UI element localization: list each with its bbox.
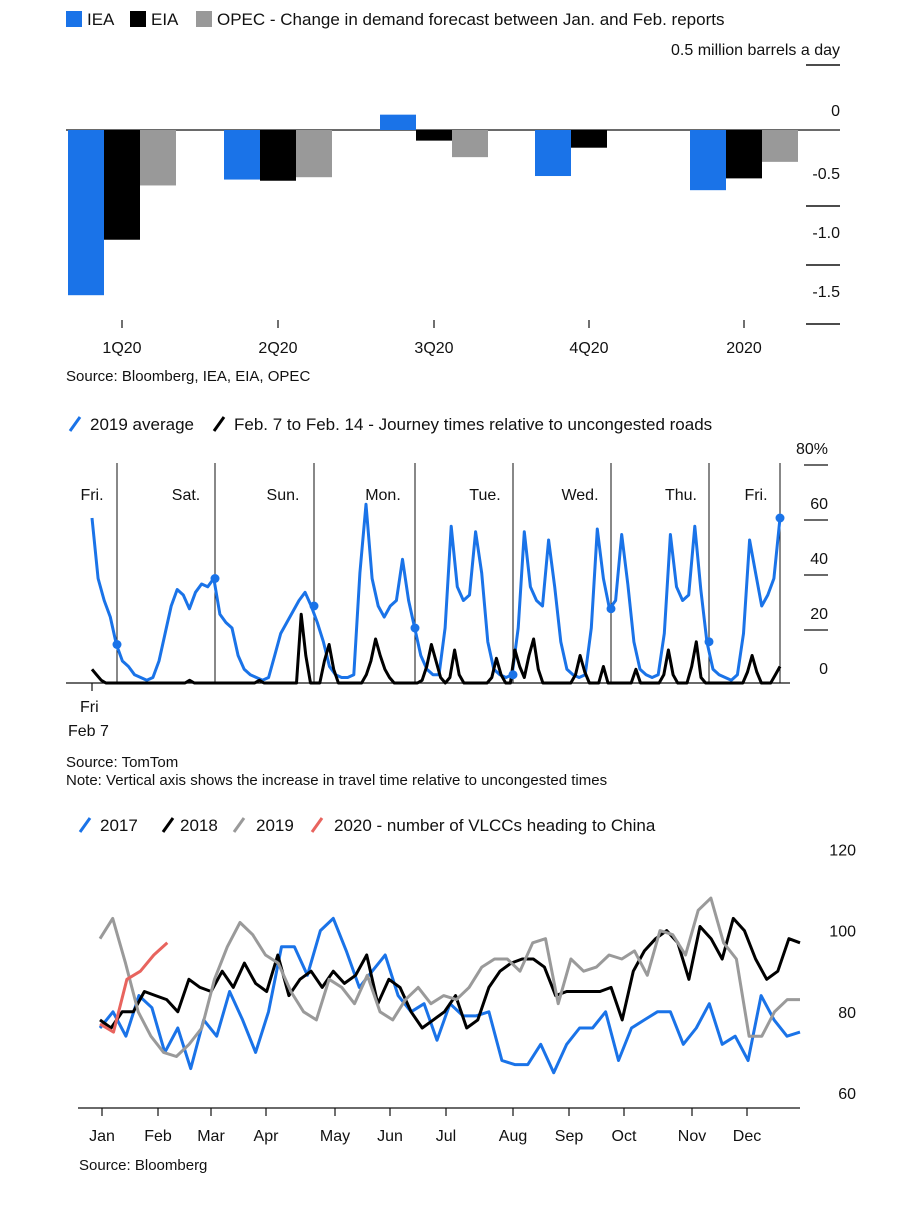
- chart2-note: Note: Vertical axis shows the increase i…: [66, 772, 607, 789]
- bar-opec-2020: [762, 130, 798, 162]
- chart2-day-marker: [508, 670, 518, 680]
- chart2: 2019 average Feb. 7 to Feb. 14 - Journey…: [66, 415, 828, 789]
- legend-2019avg-mark: [68, 416, 82, 432]
- legend-2019-mark: [232, 817, 246, 833]
- chart3-xtick-label: Dec: [733, 1128, 761, 1145]
- chart1-xtick-label: 4Q20: [569, 340, 608, 357]
- bar-eia-3q20: [416, 130, 452, 141]
- legend-2020-label: 2020 - number of VLCCs heading to China: [334, 816, 656, 835]
- legend-2017-label: 2017: [100, 816, 138, 835]
- chart3-series-2019: [98, 896, 800, 1058]
- chart2-day-label: Fri.: [80, 487, 103, 504]
- chart2-day-label: Sun.: [267, 487, 300, 504]
- legend-iea-swatch: [66, 11, 82, 27]
- chart2-day-marker: [410, 623, 420, 633]
- chart2-day-marker: [112, 640, 122, 649]
- chart1-ytick-label: -0.5: [812, 166, 840, 183]
- chart3-ytick-label: 100: [829, 924, 856, 941]
- bar-opec-1q20: [140, 130, 176, 186]
- legend-feb-mark: [212, 416, 226, 432]
- chart2-xlabel-line2: Feb 7: [68, 723, 109, 740]
- chart1-unit-label: 0.5 million barrels a day: [671, 42, 840, 59]
- chart3-xtick-label: Aug: [499, 1128, 527, 1145]
- bar-opec-3q20: [452, 130, 488, 158]
- chart3-series-2020: [99, 941, 169, 1034]
- chart3-series-2017: [98, 916, 801, 1075]
- bar-eia-2q20: [260, 130, 296, 181]
- chart1-source: Source: Bloomberg, IEA, EIA, OPEC: [66, 368, 310, 385]
- legend-2019-label: 2019: [256, 816, 294, 835]
- chart2-day-label: Wed.: [561, 487, 598, 504]
- legend-2018-mark: [161, 817, 175, 833]
- chart2-day-label: Fri.: [744, 487, 767, 504]
- chart3-xtick-label: Mar: [197, 1128, 225, 1145]
- chart2-day-label: Sat.: [172, 487, 200, 504]
- chart2-series-feb7-14: [90, 612, 782, 685]
- chart3-ytick-label: 120: [829, 842, 856, 859]
- chart2-day-marker: [210, 574, 220, 583]
- chart2-ytick-label: 40: [810, 551, 828, 568]
- chart3-xtick-label: Apr: [254, 1128, 280, 1145]
- chart3-xtick-label: Jul: [436, 1128, 456, 1145]
- bar-iea-4q20: [535, 130, 571, 177]
- chart3-xtick-label: Jun: [377, 1128, 403, 1145]
- chart1-xtick-label: 3Q20: [414, 340, 453, 357]
- legend-2018-label: 2018: [180, 816, 218, 835]
- legend-opec-swatch: [196, 11, 212, 27]
- chart2-day-marker: [606, 604, 616, 614]
- chart3-xtick-label: Oct: [612, 1128, 637, 1145]
- legend-opec-label: OPEC - Change in demand forecast between…: [217, 10, 724, 29]
- chart3-source: Source: Bloomberg: [79, 1157, 207, 1174]
- legend-2020-mark: [310, 817, 324, 833]
- chart3-series-2018: [99, 916, 801, 1030]
- bar-opec-2q20: [296, 130, 332, 178]
- bar-iea-2q20: [224, 130, 260, 180]
- chart1-xtick-label: 2Q20: [258, 340, 297, 357]
- bar-iea-1q20: [68, 130, 104, 296]
- legend-2019avg-label: 2019 average: [90, 415, 194, 434]
- chart3-ytick-label: 60: [838, 1086, 856, 1103]
- chart2-ytick-label: 80%: [796, 441, 828, 458]
- chart2-series-2019-average: [90, 502, 782, 682]
- chart3-xtick-label: Feb: [144, 1128, 172, 1145]
- chart2-xlabel-line1: Fri: [80, 699, 99, 716]
- chart2-day-label: Mon.: [365, 487, 401, 504]
- chart2-day-label: Thu.: [665, 487, 697, 504]
- chart2-ytick-label: 20: [810, 606, 828, 623]
- chart2-source: Source: TomTom: [66, 754, 178, 771]
- bar-eia-2020: [726, 130, 762, 179]
- chart1-xtick-label: 2020: [726, 340, 762, 357]
- legend-eia-label: EIA: [151, 10, 179, 29]
- chart2-day-marker: [309, 601, 319, 611]
- bar-eia-4q20: [571, 130, 607, 148]
- chart2-day-label: Tue.: [469, 487, 500, 504]
- chart3-ytick-label: 80: [838, 1005, 856, 1022]
- chart2-day-marker: [704, 637, 714, 647]
- chart3-xtick-label: Sep: [555, 1128, 584, 1145]
- chart1-ytick-label: 0: [831, 103, 840, 120]
- chart2-ytick-label: 0: [819, 661, 828, 678]
- legend-2017-mark: [78, 817, 92, 833]
- bar-eia-1q20: [104, 130, 140, 240]
- chart3: 2017 2018 2019 2020 - number of VLCCs he…: [78, 816, 856, 1174]
- legend-eia-swatch: [130, 11, 146, 27]
- chart2-ytick-label: 60: [810, 496, 828, 513]
- chart1: IEA EIA OPEC - Change in demand forecast…: [66, 10, 840, 385]
- chart1-xtick-label: 1Q20: [102, 340, 141, 357]
- chart2-day-marker: [775, 513, 785, 523]
- chart1-ytick-label: -1.0: [812, 225, 840, 242]
- bar-iea-2020: [690, 130, 726, 191]
- bar-iea-3q20: [380, 114, 416, 130]
- chart3-xtick-label: May: [320, 1128, 350, 1145]
- chart3-xtick-label: Nov: [678, 1128, 706, 1145]
- legend-iea-label: IEA: [87, 10, 115, 29]
- chart1-ytick-label: -1.5: [812, 284, 840, 301]
- legend-feb-label: Feb. 7 to Feb. 14 - Journey times relati…: [234, 415, 712, 434]
- chart3-xtick-label: Jan: [89, 1128, 115, 1145]
